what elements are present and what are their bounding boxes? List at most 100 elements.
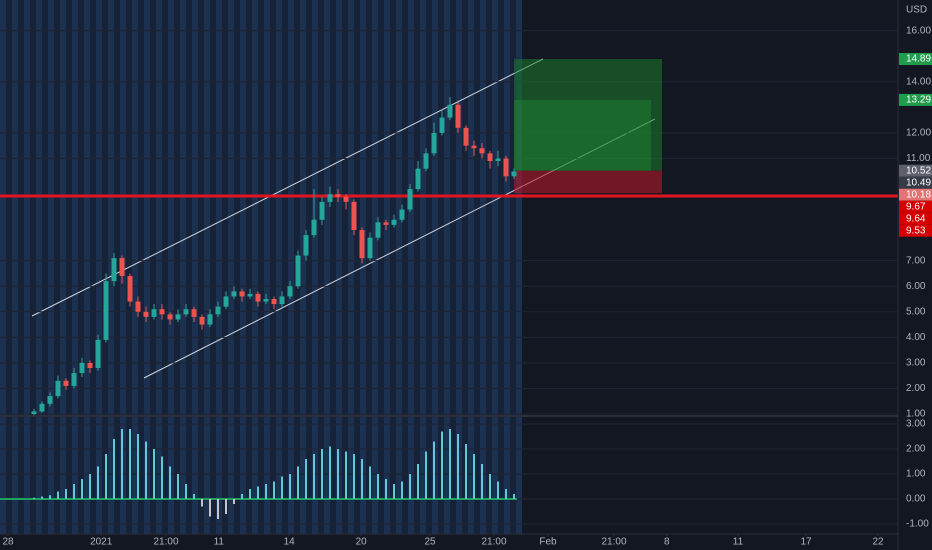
candle-body bbox=[359, 230, 365, 259]
price-tag bbox=[899, 93, 932, 106]
histogram-bar bbox=[281, 476, 283, 499]
candle-body bbox=[383, 222, 389, 225]
candle-body bbox=[119, 258, 125, 276]
histogram-bar bbox=[193, 494, 195, 499]
x-tick-label: 11 bbox=[214, 537, 225, 548]
candle-body bbox=[343, 196, 349, 202]
candle-body bbox=[431, 132, 437, 154]
x-tick-label: 28 bbox=[2, 537, 14, 548]
price-tag-label: 10.18 bbox=[906, 189, 931, 200]
candle-body bbox=[127, 276, 133, 302]
y-tick-label: 11.00 bbox=[906, 153, 931, 164]
candle-body bbox=[311, 219, 317, 236]
histogram-bar bbox=[473, 454, 475, 499]
histogram-bar bbox=[33, 497, 35, 499]
candle-body bbox=[327, 194, 333, 202]
x-tick-label: 11 bbox=[733, 537, 744, 548]
histogram-bar bbox=[417, 464, 419, 499]
candle-body bbox=[39, 403, 45, 412]
candle-body bbox=[175, 314, 181, 320]
candle-body bbox=[399, 209, 405, 220]
y-tick-label: -1.00 bbox=[906, 519, 929, 530]
x-tick-label: 17 bbox=[800, 537, 812, 548]
candle-body bbox=[279, 296, 285, 305]
candle-body bbox=[159, 309, 165, 315]
histogram-bar bbox=[65, 489, 67, 499]
candle-body bbox=[439, 117, 445, 133]
histogram-bar bbox=[265, 484, 267, 499]
histogram-bar bbox=[201, 499, 203, 507]
y-tick-label: 1.00 bbox=[906, 469, 926, 480]
histogram-bar bbox=[393, 484, 395, 499]
candle-body bbox=[47, 396, 53, 404]
histogram-bar bbox=[425, 451, 427, 499]
y-tick-label: 4.00 bbox=[906, 332, 926, 343]
candle-body bbox=[495, 158, 501, 161]
x-tick-label: 22 bbox=[872, 537, 884, 548]
y-tick-label: 16.00 bbox=[906, 25, 931, 36]
candle-body bbox=[231, 291, 237, 297]
candle-body bbox=[423, 153, 429, 169]
x-tick-label: 14 bbox=[284, 537, 296, 548]
candle-body bbox=[95, 339, 101, 368]
price-tag-label: 10.49 bbox=[906, 177, 931, 188]
x-tick-label: Feb bbox=[539, 537, 557, 548]
histogram-bar bbox=[153, 449, 155, 499]
price-tag-label: 14.89 bbox=[906, 54, 931, 65]
y-tick-label: 3.00 bbox=[906, 419, 926, 430]
histogram-bar bbox=[249, 489, 251, 499]
histogram-bar bbox=[241, 494, 243, 499]
candle-body bbox=[263, 299, 269, 302]
x-tick-label: 20 bbox=[356, 537, 368, 548]
price-tag bbox=[899, 53, 932, 66]
profit-zone-inner bbox=[514, 99, 651, 171]
price-tag bbox=[899, 176, 932, 189]
histogram-bar bbox=[209, 499, 211, 517]
histogram-bar bbox=[121, 429, 123, 499]
price-tag bbox=[899, 224, 932, 237]
histogram-bar bbox=[513, 494, 515, 499]
candle-body bbox=[303, 235, 309, 256]
histogram-bar bbox=[297, 466, 299, 499]
candle-body bbox=[335, 194, 341, 197]
price-tag-label: 10.52 bbox=[906, 165, 931, 176]
x-tick-label: 21:00 bbox=[601, 537, 626, 548]
candle-body bbox=[223, 296, 229, 307]
y-tick-label: 6.00 bbox=[906, 281, 926, 292]
histogram-bar bbox=[433, 441, 435, 499]
candle-body bbox=[367, 237, 373, 259]
candle-body bbox=[191, 309, 197, 317]
candle-body bbox=[199, 316, 205, 325]
histogram-bar bbox=[377, 474, 379, 499]
histogram-bar bbox=[409, 474, 411, 499]
histogram-bar bbox=[361, 459, 363, 499]
histogram-bar bbox=[233, 499, 235, 504]
candle-body bbox=[151, 309, 157, 317]
histogram-bar bbox=[137, 434, 139, 499]
histogram-bar bbox=[385, 479, 387, 499]
price-tag-label: 9.67 bbox=[906, 201, 926, 212]
histogram-bar bbox=[49, 495, 51, 499]
candle-body bbox=[167, 314, 173, 320]
candle-body bbox=[71, 373, 77, 386]
histogram-bar bbox=[329, 446, 331, 499]
x-tick-label: 21:00 bbox=[481, 537, 506, 548]
candle-body bbox=[63, 380, 69, 386]
histogram-bar bbox=[401, 481, 403, 499]
candle-body bbox=[79, 362, 85, 374]
histogram-bar bbox=[441, 431, 443, 499]
session-stripes bbox=[0, 0, 522, 534]
candle-body bbox=[31, 411, 37, 414]
y-tick-label: 2.00 bbox=[906, 383, 926, 394]
y-tick-label: 1.00 bbox=[906, 409, 926, 420]
candle-body bbox=[447, 104, 453, 118]
histogram-bar bbox=[89, 474, 91, 499]
candle-body bbox=[415, 168, 421, 190]
candle-body bbox=[239, 291, 245, 297]
x-tick-label: 2021 bbox=[90, 537, 113, 548]
y-tick-label: 0.00 bbox=[906, 494, 926, 505]
histogram-bar bbox=[489, 474, 491, 499]
price-tag bbox=[899, 212, 932, 225]
histogram-bar bbox=[217, 499, 219, 519]
price-tag bbox=[899, 188, 932, 201]
